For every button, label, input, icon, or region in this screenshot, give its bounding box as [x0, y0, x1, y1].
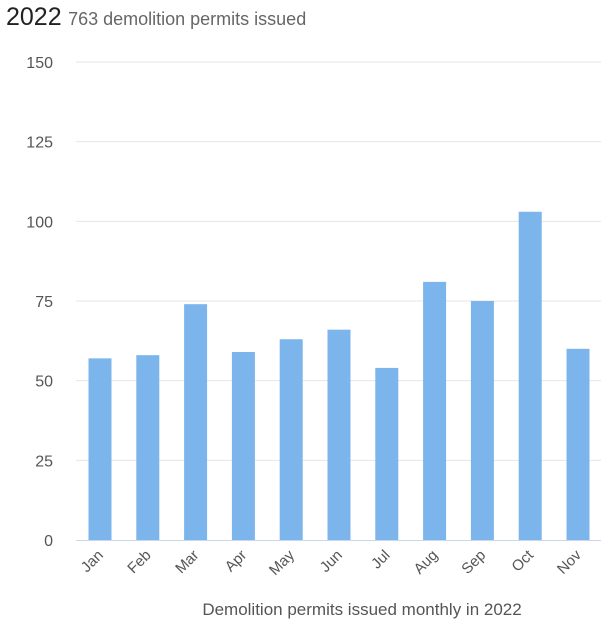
x-tick-label: Jun — [317, 547, 346, 576]
x-axis-ticks: Jan Feb Mar Apr May Jun Jul Aug Sep Oct Nov — [78, 546, 585, 579]
y-tick-label: 25 — [35, 453, 53, 470]
bar-feb — [136, 355, 160, 540]
bar-sep — [470, 301, 494, 540]
bar-mar — [184, 304, 208, 540]
y-axis-ticks: 0 25 50 75 100 125 150 — [26, 55, 53, 550]
x-axis-title: Demolition permits issued monthly in 202… — [202, 600, 521, 619]
x-tick-label: May — [266, 546, 298, 578]
bar-jan — [88, 358, 112, 540]
bar-apr — [231, 351, 255, 540]
bar-nov — [566, 348, 590, 540]
x-tick-label: Sep — [458, 547, 489, 578]
y-tick-label: 0 — [44, 533, 53, 550]
y-tick-label: 100 — [26, 214, 53, 231]
bar-jun — [327, 329, 351, 540]
x-tick-label: Feb — [124, 547, 154, 577]
y-tick-label: 150 — [26, 55, 53, 72]
bars — [88, 211, 590, 541]
y-tick-label: 50 — [35, 374, 53, 391]
permits-total-subtitle: 763 demolition permits issued — [68, 9, 307, 29]
x-tick-label: Mar — [172, 547, 202, 577]
x-tick-label: Oct — [509, 546, 538, 575]
x-tick-label: Aug — [411, 547, 442, 578]
year-heading: 2022 — [6, 3, 62, 31]
bar-may — [279, 339, 303, 540]
chart-header: 2022 763 demolition permits issued — [6, 3, 306, 32]
x-tick-label: Nov — [554, 546, 585, 577]
y-tick-label: 125 — [26, 135, 53, 152]
bar-jul — [375, 367, 399, 540]
x-tick-label: Jan — [78, 547, 107, 576]
x-tick-label: Apr — [222, 547, 251, 576]
bar-aug — [423, 281, 447, 540]
bar-oct — [518, 211, 542, 541]
x-tick-label: Jul — [368, 547, 394, 573]
y-tick-label: 75 — [35, 294, 53, 311]
